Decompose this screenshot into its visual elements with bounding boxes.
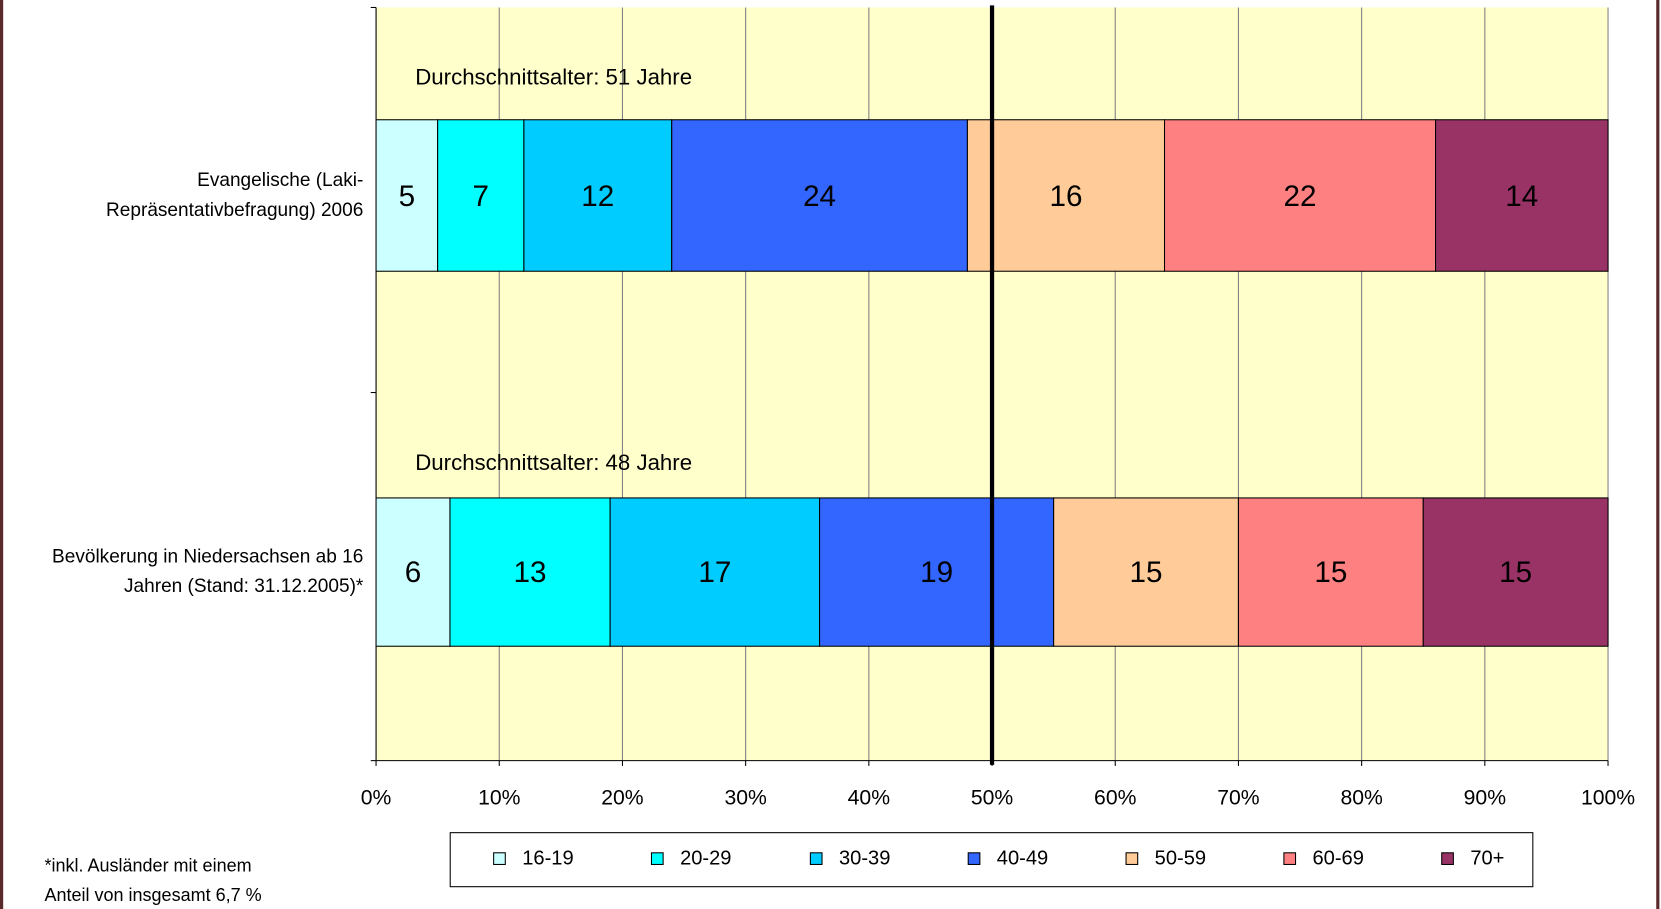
bar-segment [375, 119, 439, 272]
x-tick-label: 50% [971, 786, 1014, 809]
bar-segment [523, 119, 673, 272]
legend-label: 40-49 [997, 847, 1048, 869]
legend-swatch [967, 852, 981, 865]
legend-box [449, 832, 1534, 888]
data-label: 6 [405, 556, 422, 589]
x-tick-label: 40% [848, 786, 891, 809]
bar-segment [437, 119, 525, 272]
data-label: 19 [920, 556, 953, 589]
data-label: 13 [514, 556, 547, 589]
legend-swatch [1441, 852, 1454, 865]
x-tick-label: 70% [1217, 786, 1260, 809]
data-label: 22 [1284, 180, 1317, 213]
annotation: Durchschnittsalter: 51 Jahre [415, 64, 692, 89]
bar-segment [1422, 497, 1609, 647]
x-tick-label: 80% [1340, 786, 1383, 809]
data-label: 15 [1499, 556, 1532, 589]
category-label: Evangelische (Laki- [197, 170, 363, 191]
bar-segment [1237, 497, 1424, 647]
data-label: 16 [1049, 180, 1082, 213]
x-tick-label: 60% [1094, 786, 1137, 809]
category-label: Jahren (Stand: 31.12.2005)* [124, 576, 364, 597]
x-tick-label: 10% [478, 786, 521, 809]
legend-label: 60-69 [1312, 847, 1363, 869]
legend-label: 50-59 [1155, 847, 1206, 869]
data-label: 24 [803, 180, 836, 213]
category-label: Repräsentativbefragung) 2006 [106, 200, 363, 221]
footnote: Anteil von insgesamt 6,7 % [44, 885, 261, 905]
legend-swatch [1125, 852, 1139, 865]
bar-segment [966, 119, 1166, 272]
bar-segment [1053, 497, 1239, 647]
bar-segment [819, 497, 1055, 647]
data-label: 17 [698, 556, 731, 589]
legend-swatch [1283, 852, 1297, 865]
legend-label: 70+ [1470, 847, 1504, 869]
x-tick-label: 90% [1464, 786, 1507, 809]
category-label: Bevölkerung in Niedersachsen ab 16 [52, 546, 363, 567]
bar-segment [1435, 119, 1609, 272]
legend-swatch [650, 852, 664, 865]
data-label: 15 [1130, 556, 1163, 589]
x-tick-label: 30% [724, 786, 767, 809]
x-tick-label: 0% [361, 786, 392, 809]
data-label: 5 [399, 180, 416, 213]
bar-segment [1163, 119, 1437, 272]
data-label: 12 [581, 180, 614, 213]
bar-segment [671, 119, 968, 272]
x-tick-label: 100% [1581, 786, 1635, 809]
annotation: Durchschnittsalter: 48 Jahre [415, 450, 692, 475]
data-label: 14 [1505, 180, 1538, 213]
legend-swatch [809, 852, 823, 865]
legend-swatch [493, 852, 506, 865]
legend-label: 16-19 [522, 847, 573, 869]
data-label: 15 [1314, 556, 1347, 589]
x-tick-label: 20% [601, 786, 644, 809]
bar-segment [375, 497, 451, 647]
footnote: *inkl. Ausländer mit einem [44, 855, 251, 875]
legend-label: 20-29 [680, 847, 731, 869]
legend-label: 30-39 [839, 847, 890, 869]
data-label: 7 [473, 180, 490, 213]
